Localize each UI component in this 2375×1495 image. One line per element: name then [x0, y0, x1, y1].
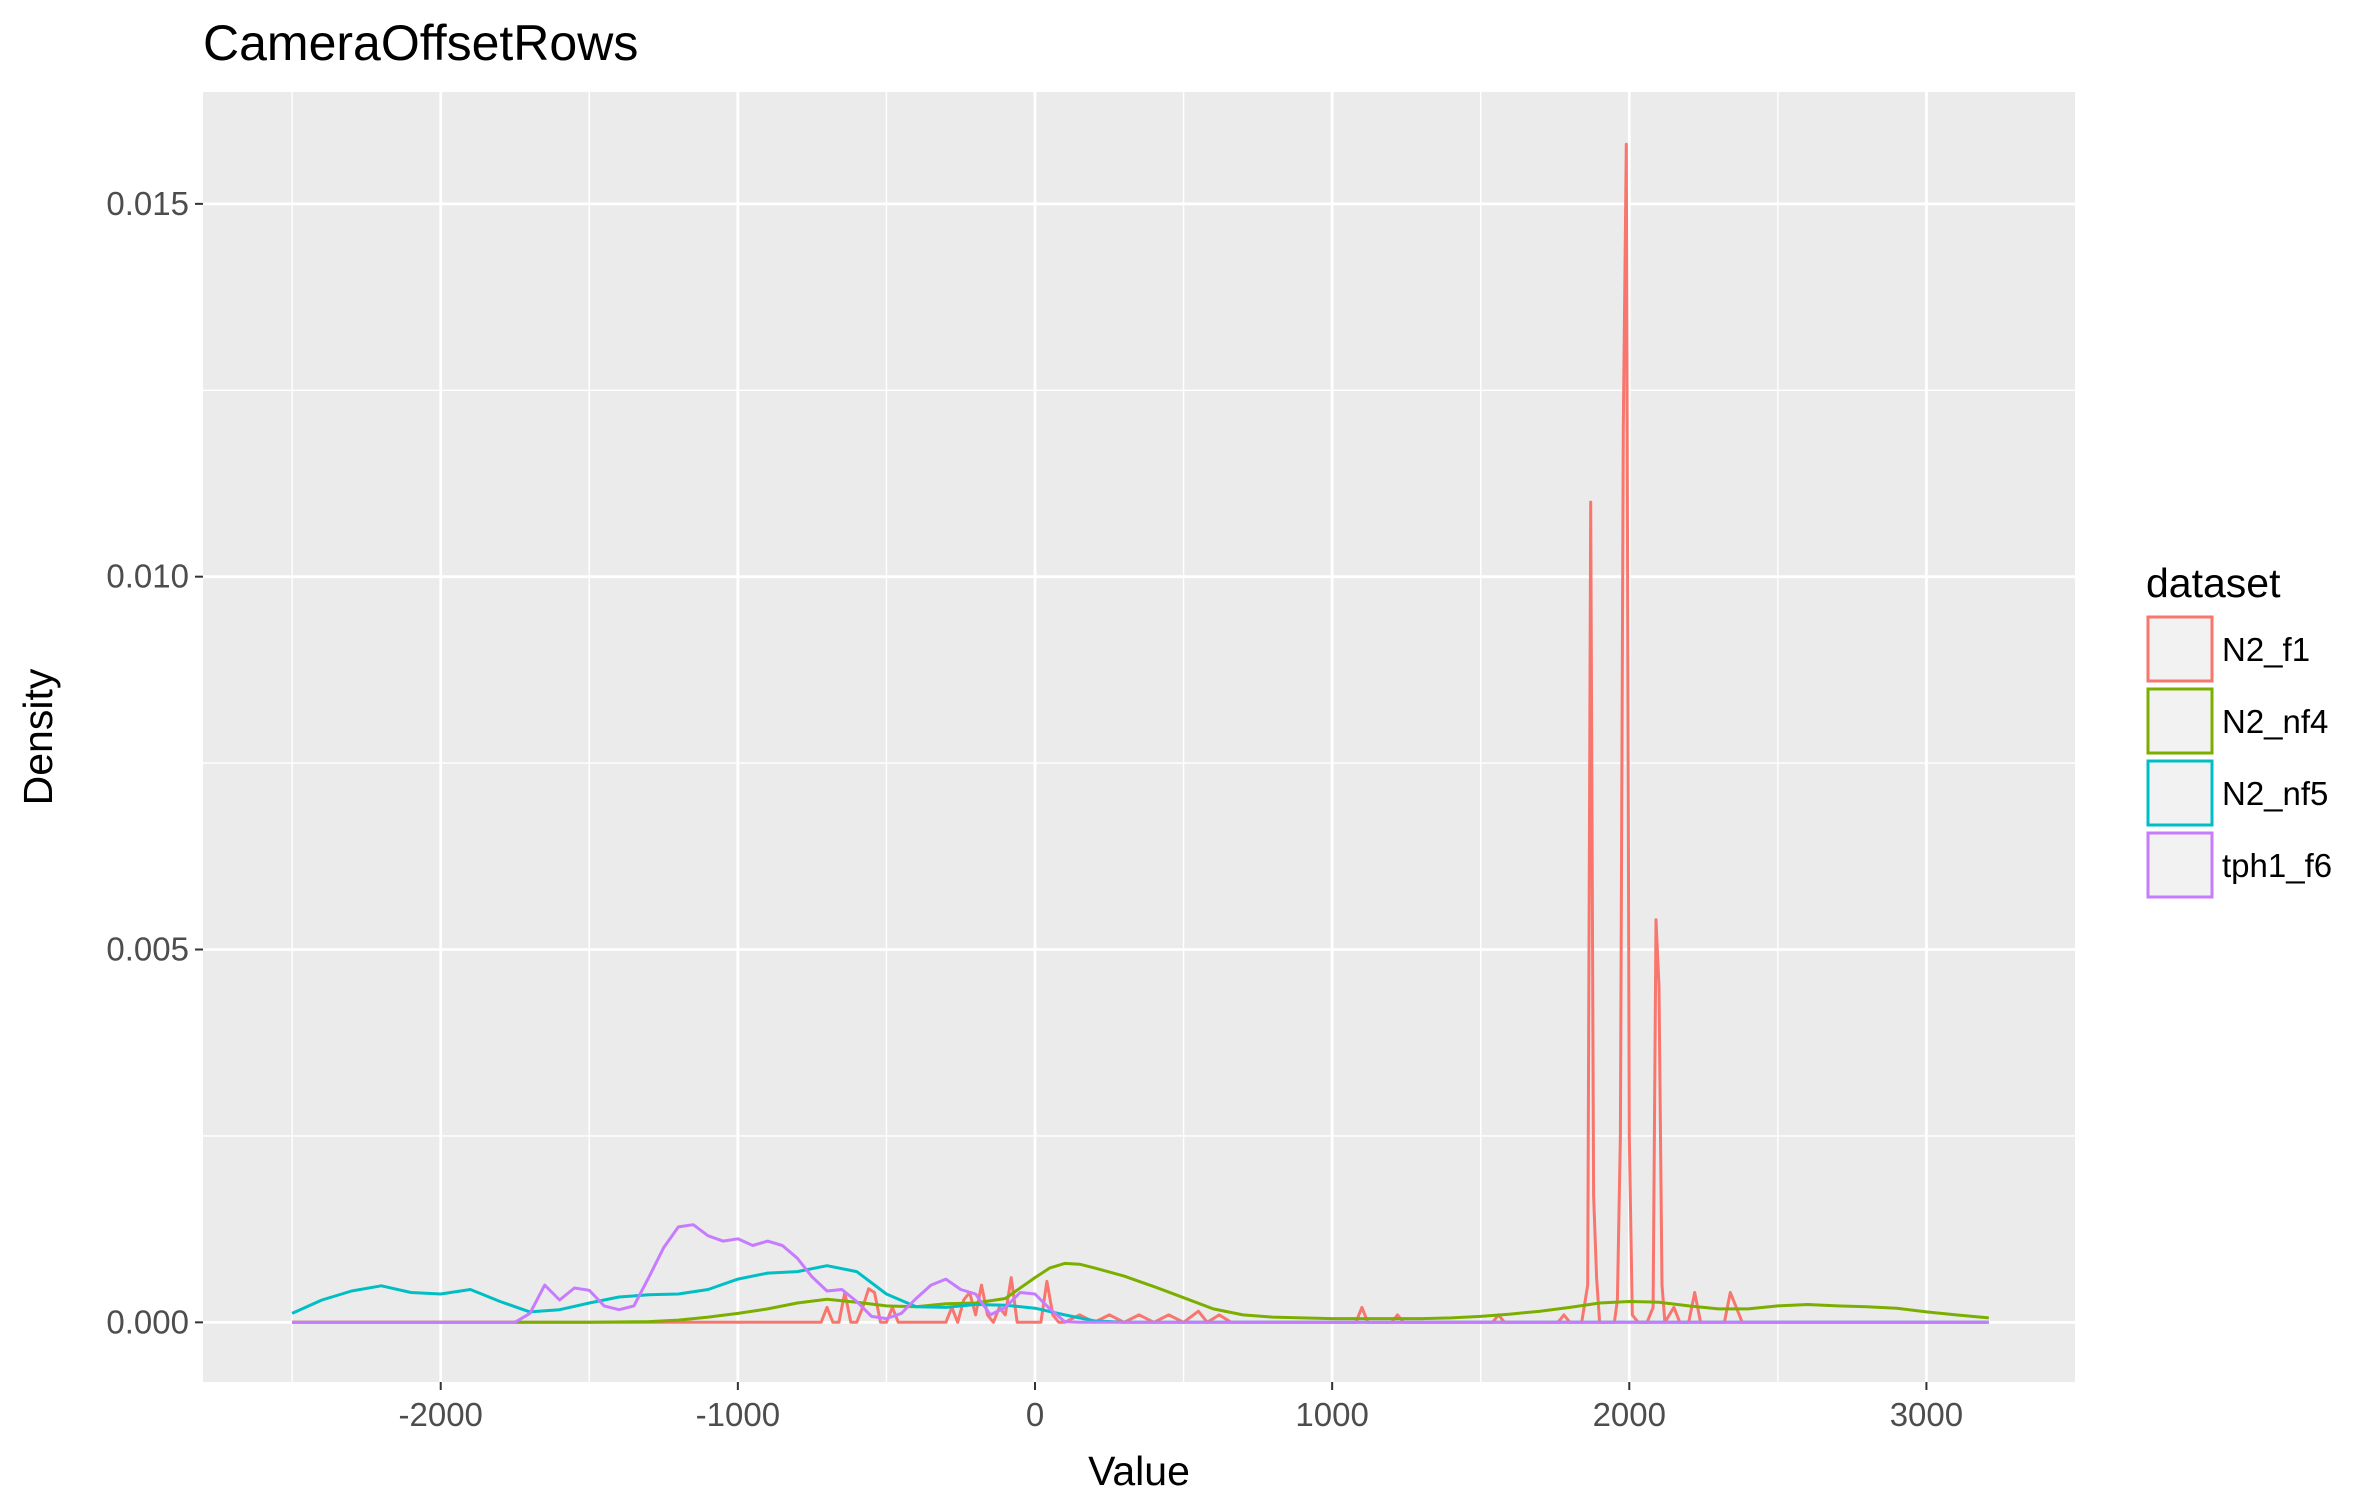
legend-title: dataset: [2146, 560, 2281, 606]
x-axis-title: Value: [1088, 1448, 1190, 1494]
y-tick-label: 0.000: [106, 1303, 189, 1340]
minor-gridlines: [203, 92, 2075, 1382]
legend-label: N2_nf4: [2222, 703, 2328, 740]
series-line-n2-nf5: [291, 1264, 1989, 1324]
x-tick-label: 2000: [1593, 1396, 1666, 1433]
chart-title: CameraOffsetRows: [203, 15, 638, 71]
legend-key-n2-nf5: [2146, 759, 2214, 827]
density-series: [291, 142, 1989, 1324]
plot-panel: [203, 92, 2075, 1382]
series-line-tph1-f6: [292, 1223, 1989, 1324]
legend: dataset N2_f1 N2_nf4 N2_nf5 tph1_f6: [2146, 560, 2332, 899]
y-axis-title: Density: [15, 668, 61, 805]
x-tick-label: 1000: [1295, 1396, 1368, 1433]
legend-key-n2-f1: [2146, 615, 2214, 683]
series-line-n2-nf4: [292, 1261, 1989, 1324]
y-tick-label: 0.010: [106, 558, 189, 595]
y-tick-label: 0.015: [106, 185, 189, 222]
x-axis: -2000 -1000 0 1000 2000 3000: [399, 1382, 1963, 1433]
x-tick-label: 3000: [1890, 1396, 1963, 1433]
series-line-n2-f1: [292, 142, 1986, 1324]
x-tick-label: -1000: [696, 1396, 780, 1433]
y-tick-label: 0.005: [106, 931, 189, 968]
legend-key-tph1-f6: [2146, 831, 2214, 899]
legend-label: tph1_f6: [2222, 847, 2332, 884]
x-tick-label: 0: [1026, 1396, 1044, 1433]
legend-key-n2-nf4: [2146, 687, 2214, 755]
legend-label: N2_nf5: [2222, 775, 2328, 812]
y-axis: 0.000 0.005 0.010 0.015: [106, 185, 203, 1340]
legend-label: N2_f1: [2222, 631, 2310, 668]
x-tick-label: -2000: [399, 1396, 483, 1433]
